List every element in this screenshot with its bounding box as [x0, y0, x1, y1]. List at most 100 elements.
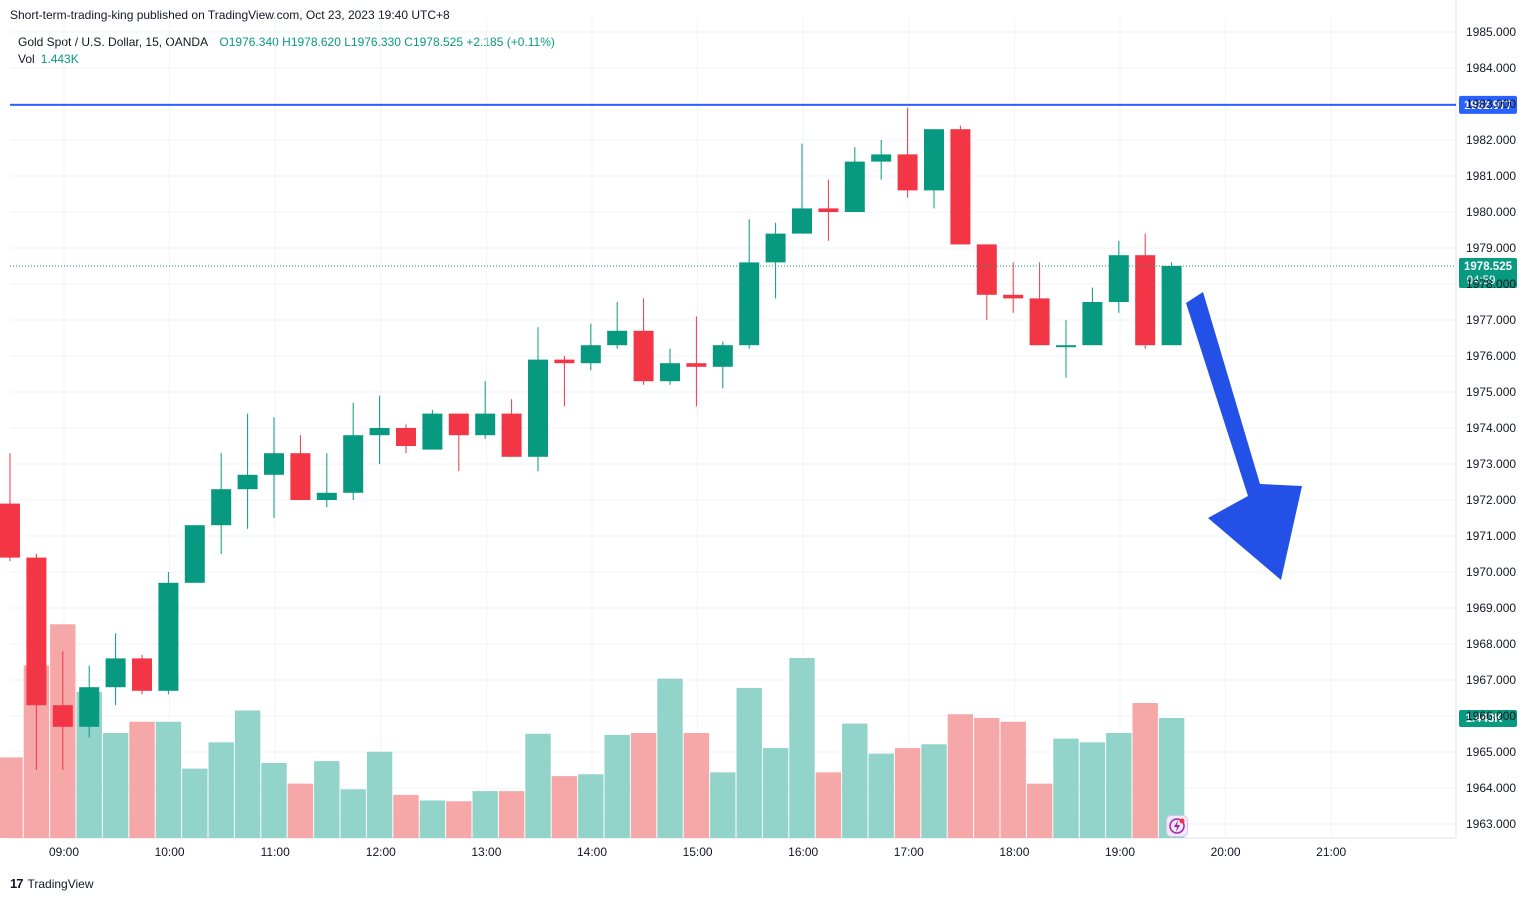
volume-bar — [525, 733, 551, 838]
time-tick-label: 15:00 — [683, 845, 713, 859]
candle-body — [528, 359, 548, 457]
overlay: 1982.977 1978.525 04:59 1.443K — [10, 95, 1517, 727]
candle — [422, 410, 443, 450]
volume-bar — [129, 721, 155, 838]
volume-bar — [683, 733, 710, 838]
candle-body — [0, 503, 20, 558]
candle — [79, 665, 100, 738]
candle — [26, 554, 47, 770]
candle-body — [475, 413, 496, 436]
candle-body — [765, 233, 786, 263]
price-tick-label: 1984.000 — [1466, 61, 1516, 75]
candle — [475, 381, 496, 439]
down-arrow-icon — [1186, 292, 1302, 580]
volume-bar — [208, 742, 234, 838]
candle-body — [1029, 298, 1050, 346]
volume-bar — [762, 748, 789, 838]
candle-body — [554, 359, 575, 364]
volume-bar — [604, 734, 630, 838]
candle — [976, 244, 997, 320]
candle — [1056, 320, 1076, 378]
high-value: H1978.620 — [282, 35, 341, 49]
price-tick-label: 1969.000 — [1466, 601, 1516, 615]
candle-body — [1082, 302, 1103, 346]
price-tick-label: 1974.000 — [1466, 421, 1516, 435]
candle — [580, 323, 601, 371]
candle — [950, 125, 971, 245]
volume-bar — [815, 772, 842, 838]
price-tick-label: 1983.000 — [1466, 97, 1516, 111]
symbol-name[interactable]: Gold Spot / U.S. Dollar, 15, OANDA — [18, 35, 209, 49]
candle-body — [158, 582, 179, 691]
candle — [396, 424, 416, 454]
volume-bar — [155, 721, 182, 838]
volume-bar — [261, 763, 287, 838]
candle-body — [580, 345, 601, 364]
volume-bar — [894, 748, 921, 838]
candle — [686, 316, 707, 407]
time-tick-label: 17:00 — [894, 845, 924, 859]
candle — [660, 348, 680, 385]
price-tick-label: 1975.000 — [1466, 385, 1516, 399]
candle-body — [422, 413, 443, 450]
candle-body — [950, 129, 971, 245]
candle — [924, 129, 944, 209]
lightning-alert-icon[interactable] — [1166, 815, 1188, 837]
candle — [264, 417, 284, 518]
volume-bar — [472, 791, 498, 838]
volume-bar — [1053, 738, 1079, 838]
change-value: +2.185 (+0.11%) — [466, 35, 555, 49]
horizontal-line-label: 1982.977 — [1464, 100, 1512, 112]
price-tick-label: 1968.000 — [1466, 637, 1516, 651]
tradingview-brand: TradingView — [27, 876, 94, 891]
price-tick-label: 1980.000 — [1466, 205, 1516, 219]
volume-bar — [578, 774, 604, 838]
time-tick-label: 16:00 — [788, 845, 818, 859]
time-tick-label: 10:00 — [155, 845, 185, 859]
price-tick-label: 1972.000 — [1466, 493, 1516, 507]
last-price-tag — [1459, 258, 1517, 288]
open-value: O1976.340 — [219, 35, 279, 49]
time-tick-label: 09:00 — [49, 845, 79, 859]
candle — [52, 651, 73, 770]
candle — [1135, 233, 1156, 349]
candle — [343, 402, 364, 500]
candle-body — [79, 687, 100, 727]
volume-bar — [102, 733, 129, 838]
candle-body — [976, 244, 997, 295]
volume-bar — [1106, 733, 1132, 838]
candle — [1003, 262, 1024, 313]
volume-bar — [366, 751, 393, 838]
candle — [290, 435, 311, 500]
bar-countdown-label: 04:59 — [1467, 275, 1496, 287]
volume-bar — [947, 714, 974, 838]
candle-body — [211, 489, 232, 526]
candle-body — [264, 453, 284, 475]
price-tick-label: 1967.000 — [1466, 673, 1516, 687]
candle-body — [237, 474, 258, 490]
candle — [1161, 262, 1182, 346]
candle — [739, 219, 760, 349]
time-tick-label: 14:00 — [577, 845, 607, 859]
volume-bar — [234, 710, 261, 838]
volume-bar — [736, 688, 762, 838]
candle — [633, 298, 654, 385]
volume-bar — [551, 776, 578, 838]
candle — [554, 356, 575, 407]
candle — [528, 327, 548, 472]
volume-bar — [393, 794, 419, 838]
price-axis[interactable]: 1963.000 1964.000 1965.000 1966.000 1967.000… — [1466, 25, 1516, 831]
candle-body — [633, 330, 654, 382]
tradingview-footer[interactable]: 17 TradingView — [10, 876, 94, 891]
price-tick-label: 1978.000 — [1466, 277, 1516, 291]
price-tick-label: 1970.000 — [1466, 565, 1516, 579]
volume-bar — [868, 753, 894, 838]
time-tick-label: 18:00 — [999, 845, 1029, 859]
volume-bar — [287, 783, 314, 838]
time-tick-label: 12:00 — [366, 845, 396, 859]
time-axis[interactable]: 09:00 10:00 11:00 12:00 13:00 14:00 15:00 16:00… — [49, 845, 1347, 859]
volume-bars — [0, 624, 1185, 838]
volume-label[interactable]: Vol — [18, 52, 35, 66]
volume-bar — [710, 772, 736, 838]
